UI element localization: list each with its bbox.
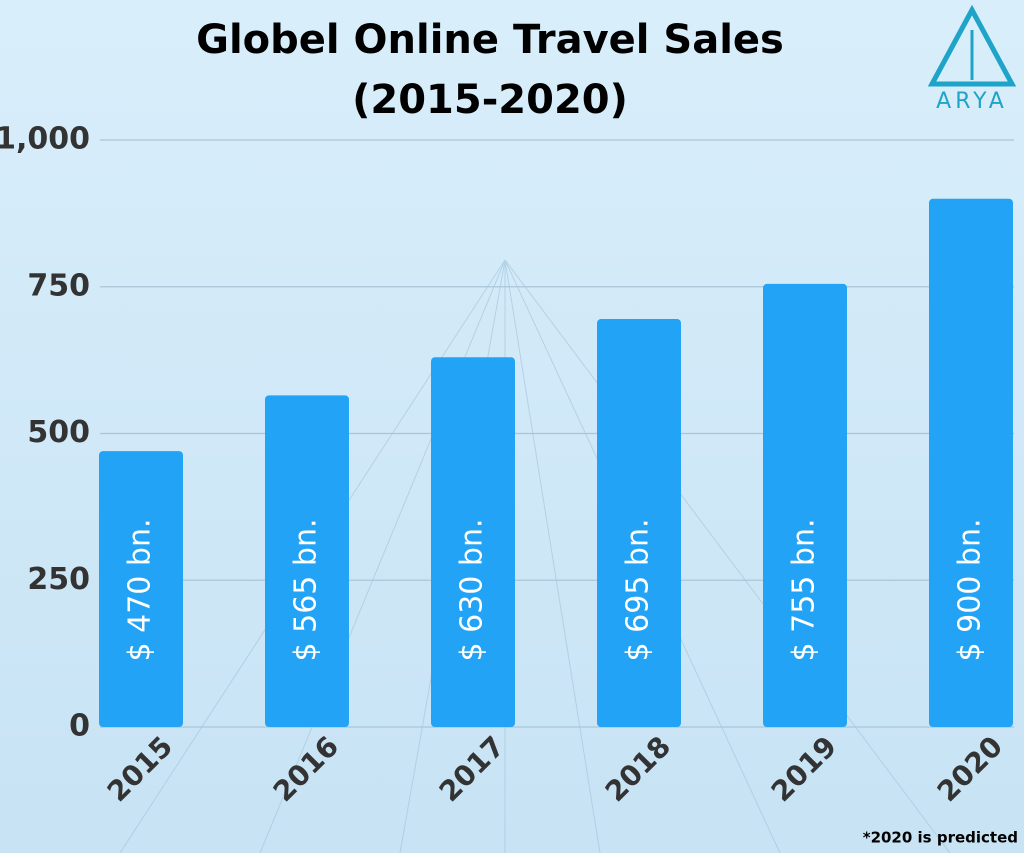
bar [265,395,349,727]
logo-triangle [927,4,1017,87]
value-label: $ 755 bn. [787,518,822,661]
value-label: $ 630 bn. [455,518,490,661]
y-tick-label: 500 [27,415,90,450]
value-label: $ 900 bn. [953,518,988,661]
value-label: $ 470 bn. [123,518,158,661]
y-tick-label: 750 [27,268,90,303]
y-tick-label: 1,000 [0,122,90,157]
bar [763,283,847,727]
bar [431,357,515,727]
bar [929,198,1013,727]
bar [597,319,681,727]
logo-text: ARYA [936,89,1008,114]
chart-title: Globel Online Travel Sales [196,17,784,63]
value-label: $ 565 bn. [289,518,324,661]
logo: ARYA [927,4,1017,114]
value-label: $ 695 bn. [621,518,656,661]
footnote: *2020 is predicted [863,829,1018,847]
bar [99,451,183,727]
chart-subtitle: (2015-2020) [352,77,628,123]
y-tick-label: 0 [69,709,90,744]
y-tick-label: 250 [27,562,90,597]
